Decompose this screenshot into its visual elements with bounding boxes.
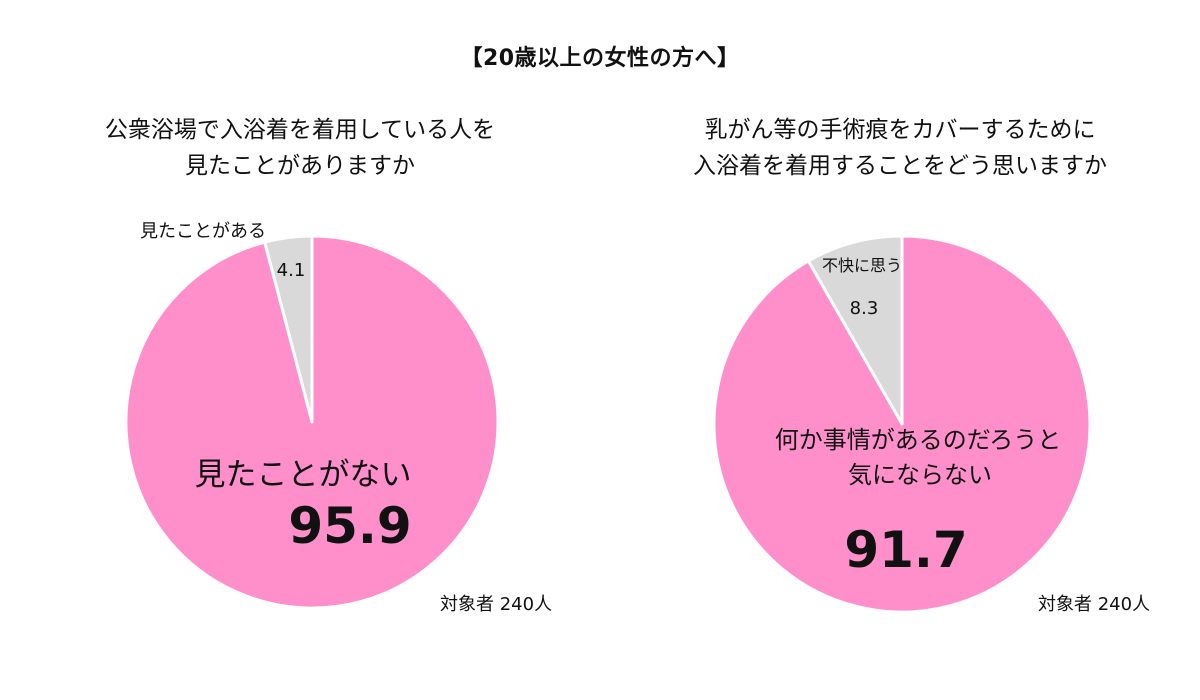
chart-panel-opinion: 乳がん等の手術痕をカバーするために 入浴着を着用することをどう思いますか 不快に… xyxy=(600,0,1200,700)
pie-chart-seen: 見たことがある 4.1 見たことがない 95.9 xyxy=(124,221,500,610)
slice-value-seen: 4.1 xyxy=(277,260,306,281)
pie-chart-opinion: 不快に思う 8.3 何か事情があるのだろうと 気にならない 91.7 xyxy=(712,234,1092,614)
pie-slice-uncomfortable xyxy=(806,234,904,426)
page-title: 【20歳以上の女性の方へ】 xyxy=(460,46,740,71)
question-line-1: 乳がん等の手術痕をカバーするために xyxy=(704,117,1096,143)
pie-slice-not-seen xyxy=(124,234,500,610)
sample-size-note: 対象者 240人 xyxy=(1038,594,1151,615)
chart-panel-seen: 公衆浴場で入浴着を着用している人を 見たことがありますか 見たことがある 4.1… xyxy=(104,117,553,615)
sample-size-note: 対象者 240人 xyxy=(440,594,553,615)
question-line-2: 入浴着を着用することをどう思いますか xyxy=(693,153,1107,179)
slice-label-not-bothered-line-2: 気にならない xyxy=(848,461,992,489)
pie-slice-not-bothered xyxy=(712,234,1092,614)
slice-value-uncomfortable: 8.3 xyxy=(850,298,879,319)
slice-label-not-seen: 見たことがない xyxy=(195,457,412,493)
slice-label-uncomfortable: 不快に思う xyxy=(822,256,902,275)
question-line-2: 見たことがありますか xyxy=(185,153,415,179)
slice-value-not-bothered: 91.7 xyxy=(844,521,967,579)
slice-label-seen: 見たことがある xyxy=(140,221,266,242)
slice-value-not-seen: 95.9 xyxy=(288,497,411,555)
question-line-1: 公衆浴場で入浴着を着用している人を xyxy=(104,117,496,143)
slice-label-not-bothered-line-1: 何か事情があるのだろうと xyxy=(775,426,1062,454)
